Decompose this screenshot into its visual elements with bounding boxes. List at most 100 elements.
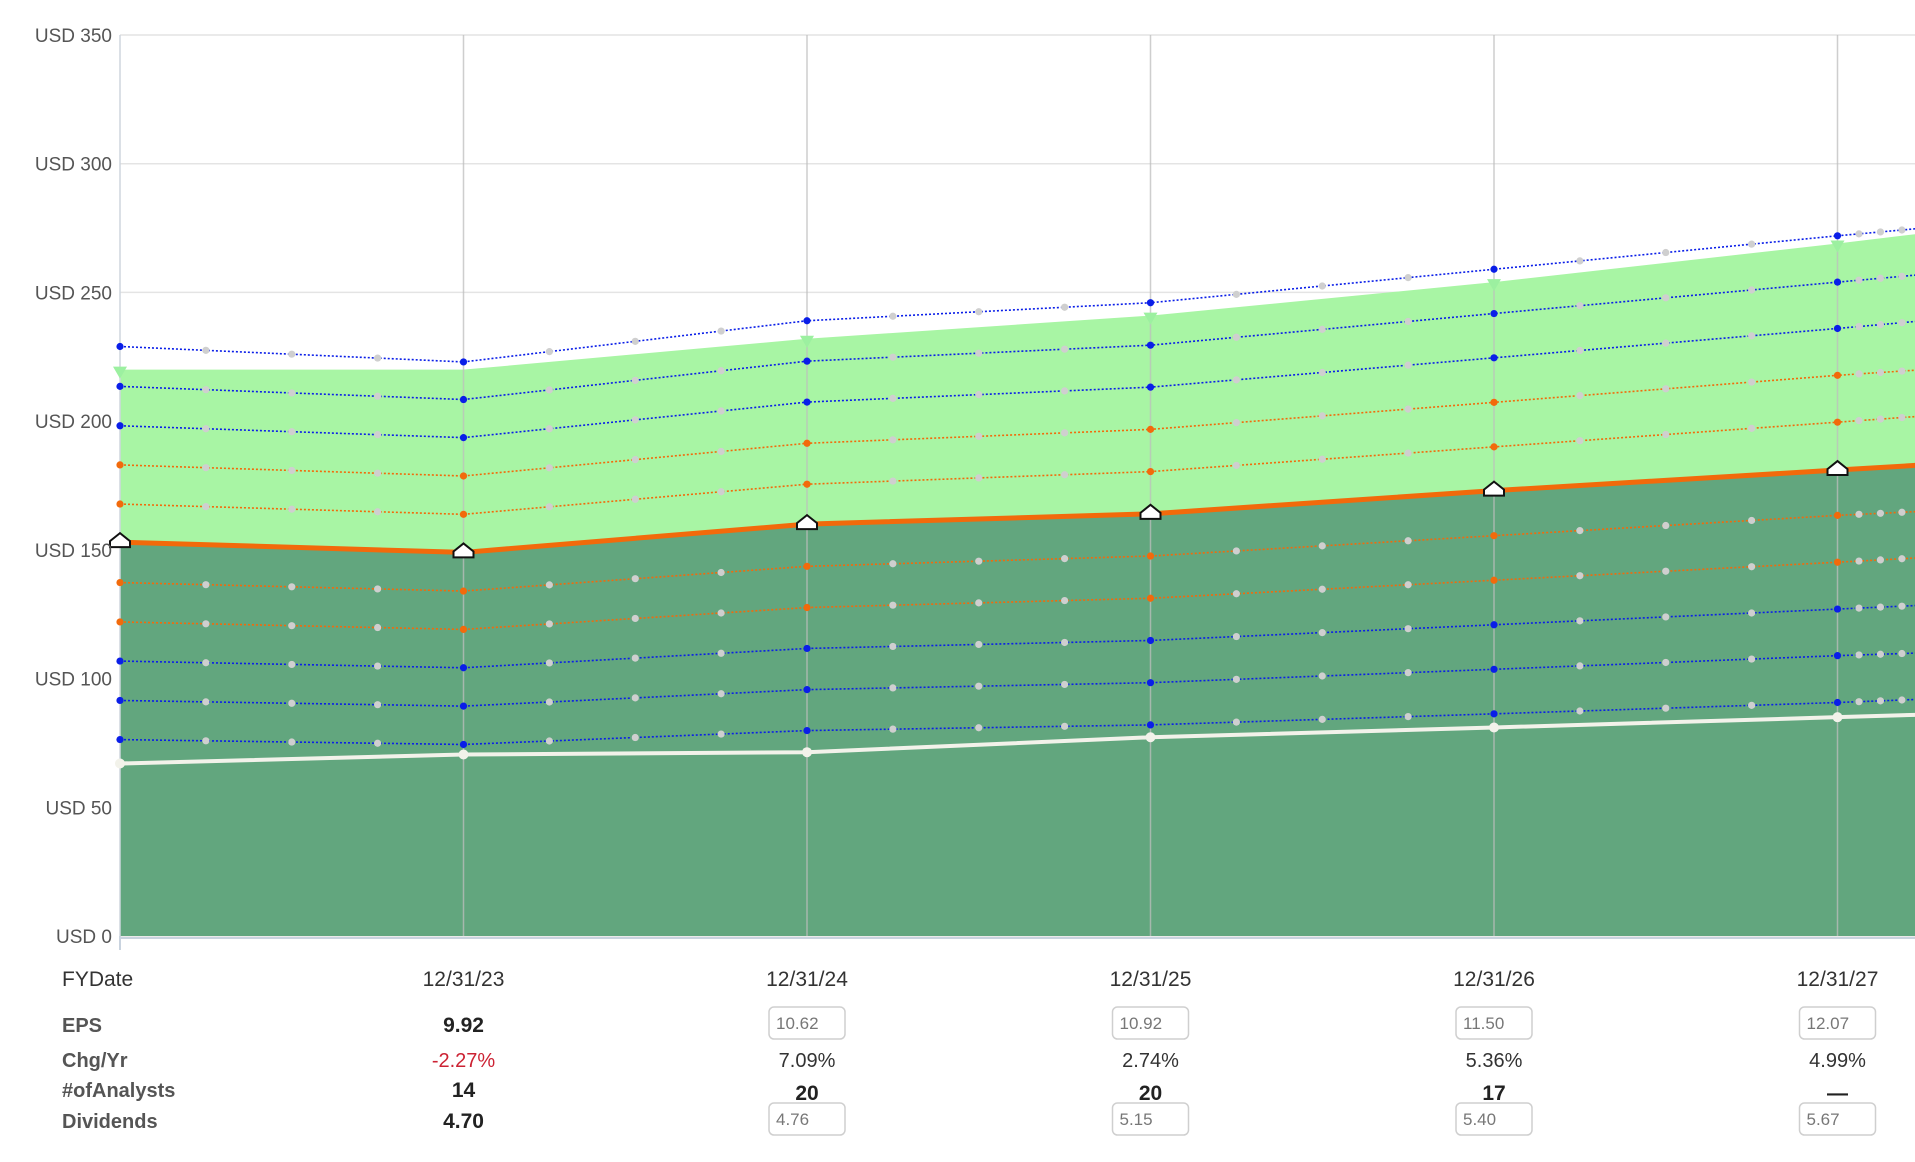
areas-layer bbox=[120, 234, 1915, 936]
band-dot bbox=[889, 312, 897, 320]
band-dot bbox=[1232, 461, 1240, 470]
band-dot bbox=[374, 392, 382, 400]
band-dot bbox=[1876, 650, 1885, 658]
band-dot bbox=[631, 376, 639, 384]
band-dot bbox=[1061, 471, 1069, 479]
band-dot bbox=[1898, 508, 1906, 516]
band-dot bbox=[631, 733, 639, 742]
band-dot bbox=[1404, 669, 1412, 677]
eps-house-marker bbox=[109, 531, 131, 549]
band-dot bbox=[631, 495, 639, 503]
data-table: EPS 9.92 10.62 10.92 11.50 12.07 Chg/Yr -2.27% 7… bbox=[62, 1006, 1877, 1136]
band-dot bbox=[975, 308, 983, 316]
table-cell: 2.74% bbox=[1122, 1050, 1179, 1072]
y-tick-label: USD 350 bbox=[35, 26, 112, 47]
band-dot bbox=[202, 698, 210, 706]
band-dot bbox=[1748, 286, 1756, 294]
band-dot bbox=[975, 724, 983, 732]
band-dot bbox=[1898, 696, 1906, 704]
band-dot bbox=[374, 739, 382, 747]
band-dot bbox=[1318, 542, 1326, 550]
dividend-point bbox=[115, 758, 125, 769]
band-point bbox=[1833, 418, 1842, 426]
band-dot bbox=[1855, 698, 1863, 706]
estimate-box bbox=[1798, 1102, 1877, 1136]
band-point bbox=[459, 587, 468, 595]
band-dot bbox=[1061, 638, 1069, 647]
band-dot bbox=[288, 350, 296, 358]
table-row-label: EPS bbox=[62, 1015, 102, 1037]
band-dot bbox=[1898, 367, 1906, 375]
band-dot bbox=[202, 425, 210, 433]
band-point bbox=[459, 510, 468, 518]
band-dot bbox=[1748, 655, 1756, 663]
eps-house-marker bbox=[1483, 480, 1505, 497]
x-axis-label: FYDate bbox=[62, 968, 133, 991]
y-tick-label: USD 50 bbox=[45, 798, 112, 819]
band-dot bbox=[1748, 240, 1756, 248]
band-point bbox=[1490, 665, 1498, 673]
band-dot bbox=[717, 568, 725, 577]
band-dot bbox=[717, 609, 725, 617]
band-point bbox=[803, 439, 811, 447]
band-point bbox=[1490, 710, 1498, 718]
band-dot bbox=[1876, 228, 1885, 236]
band-dot bbox=[1318, 368, 1326, 377]
band-dot bbox=[1061, 596, 1069, 605]
y-tick-label: USD 300 bbox=[35, 155, 112, 176]
band-point bbox=[1146, 383, 1155, 391]
band-dot bbox=[1061, 303, 1069, 311]
dividend-point bbox=[458, 749, 469, 760]
band-dot bbox=[717, 730, 725, 738]
band-dot bbox=[1404, 317, 1412, 326]
band-dot bbox=[1748, 516, 1756, 525]
band-dot bbox=[202, 737, 210, 745]
estimate-box bbox=[1798, 1006, 1877, 1040]
table-row-label: #ofAnalysts bbox=[62, 1080, 175, 1102]
band-dot bbox=[545, 581, 553, 589]
band-dot bbox=[1318, 282, 1326, 290]
table-cell-estimate: 5.40 bbox=[1463, 1110, 1496, 1129]
band-dot bbox=[374, 585, 382, 593]
band-dot bbox=[1898, 272, 1906, 280]
band-dot bbox=[545, 425, 553, 433]
band-dot bbox=[288, 428, 296, 436]
eps-house-marker bbox=[452, 542, 475, 559]
band-dot bbox=[1662, 385, 1670, 393]
band-dot bbox=[1576, 302, 1584, 310]
band-point bbox=[1833, 511, 1842, 519]
band-dot bbox=[889, 560, 897, 568]
band-dot bbox=[1855, 322, 1863, 331]
table-cell-estimate: 11.50 bbox=[1463, 1014, 1504, 1033]
band-dot bbox=[1576, 391, 1584, 400]
band-dot bbox=[717, 367, 725, 375]
band-point bbox=[1146, 467, 1155, 476]
band-dot bbox=[1576, 346, 1584, 355]
band-dot bbox=[1855, 370, 1863, 378]
band-dot bbox=[202, 659, 210, 667]
band-dot bbox=[1898, 555, 1906, 563]
band-dot bbox=[1876, 368, 1885, 377]
band-point bbox=[803, 357, 811, 365]
band-dot bbox=[1061, 429, 1069, 437]
table-cell: 4.99% bbox=[1809, 1050, 1866, 1072]
band-point bbox=[459, 434, 468, 442]
band-point bbox=[1490, 398, 1498, 406]
band-dot bbox=[1404, 625, 1412, 633]
band-dot bbox=[288, 583, 296, 591]
band-point bbox=[803, 398, 811, 406]
eps-house-marker bbox=[796, 513, 818, 531]
band-dot bbox=[545, 348, 553, 356]
band-dot bbox=[202, 386, 210, 394]
band-point bbox=[116, 618, 124, 626]
band-dot bbox=[1576, 437, 1584, 445]
band-point bbox=[459, 395, 468, 404]
band-dot bbox=[1748, 701, 1756, 709]
band-dot bbox=[1748, 378, 1756, 386]
markers-layer bbox=[109, 226, 1906, 769]
band-point bbox=[1833, 371, 1842, 379]
band-dot bbox=[545, 464, 553, 472]
table-row-label: Chg/Yr bbox=[62, 1050, 128, 1072]
band-dot bbox=[1876, 509, 1885, 517]
